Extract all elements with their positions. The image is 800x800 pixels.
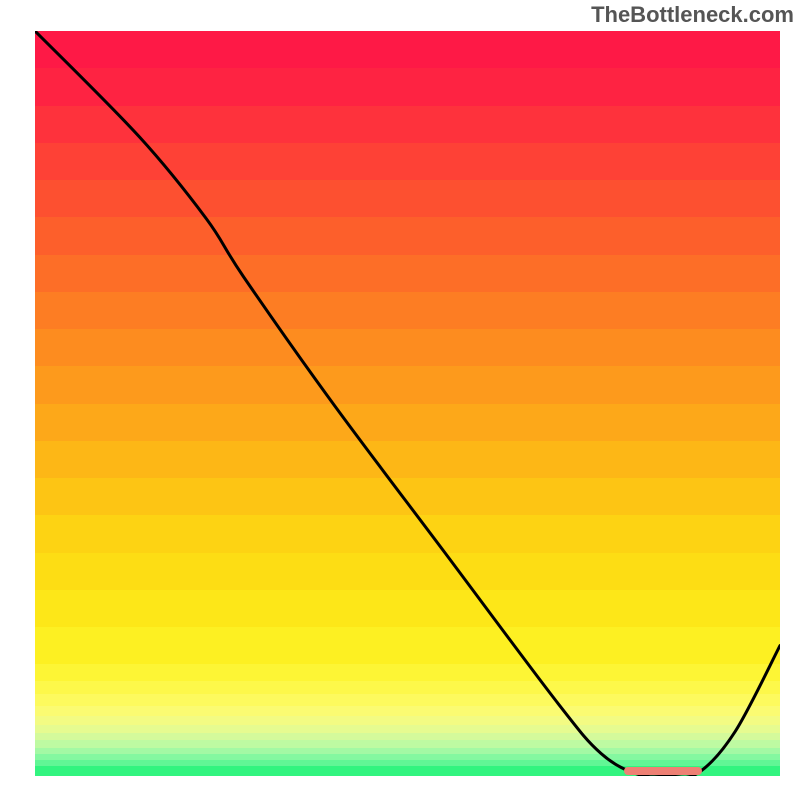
- curve-line: [35, 31, 780, 776]
- curve-svg: [35, 31, 780, 776]
- valley-marker: [624, 767, 702, 775]
- plot-area: [35, 31, 780, 776]
- chart-container: TheBottleneck.com: [0, 0, 800, 800]
- watermark-text: TheBottleneck.com: [591, 2, 794, 28]
